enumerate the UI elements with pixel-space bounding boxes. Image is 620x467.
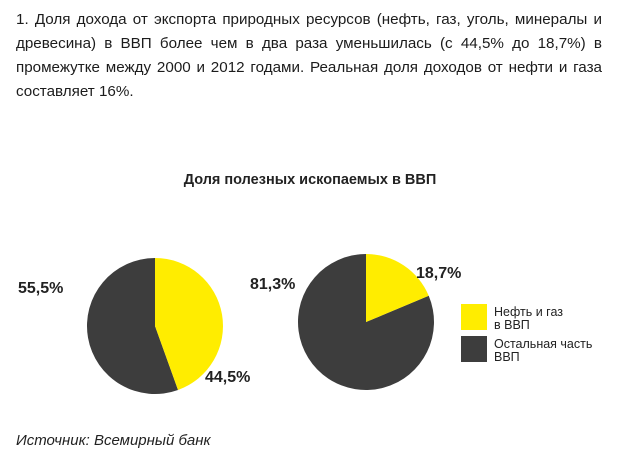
legend-swatch-rest (461, 336, 487, 362)
pie-2012-slice-rest (297, 254, 434, 390)
legend-label-oil-gas-line1: Нефть и газ (494, 305, 563, 319)
pie-2012-slice-oil-gas (366, 254, 429, 322)
legend-item-rest: Остальная часть ВВП (461, 336, 611, 366)
pie-2000-label-oil-gas: 44,5% (205, 369, 251, 386)
legend-label-rest-line1: Остальная часть (494, 337, 593, 351)
pie-chart-2000 (86, 258, 223, 394)
chart-title: Доля полезных ископаемых в ВВП (183, 172, 437, 188)
pie-2000-slice-oil-gas (155, 258, 223, 390)
legend-item-oil-gas: Нефть и газ в ВВП (461, 304, 611, 334)
legend-label-rest-line2: ВВП (494, 350, 520, 364)
legend-label-oil-gas-line2: в ВВП (494, 318, 530, 332)
pie-2012-label-rest: 81,3% (250, 276, 296, 293)
legend-swatch-oil-gas (461, 304, 487, 330)
intro-paragraph: 1. Доля дохода от экспорта природных рес… (16, 11, 602, 100)
source-note: Источник: Всемирный банк (16, 432, 211, 449)
pie-chart-2012 (297, 254, 434, 390)
pie-2000-slice-rest (86, 258, 179, 394)
legend-label-oil-gas: Нефть и газ в ВВП (494, 306, 609, 332)
pie-2012-label-oil-gas: 18,7% (416, 265, 462, 282)
pie-2000-label-rest: 55,5% (18, 280, 64, 297)
legend-label-rest: Остальная часть ВВП (494, 338, 609, 364)
